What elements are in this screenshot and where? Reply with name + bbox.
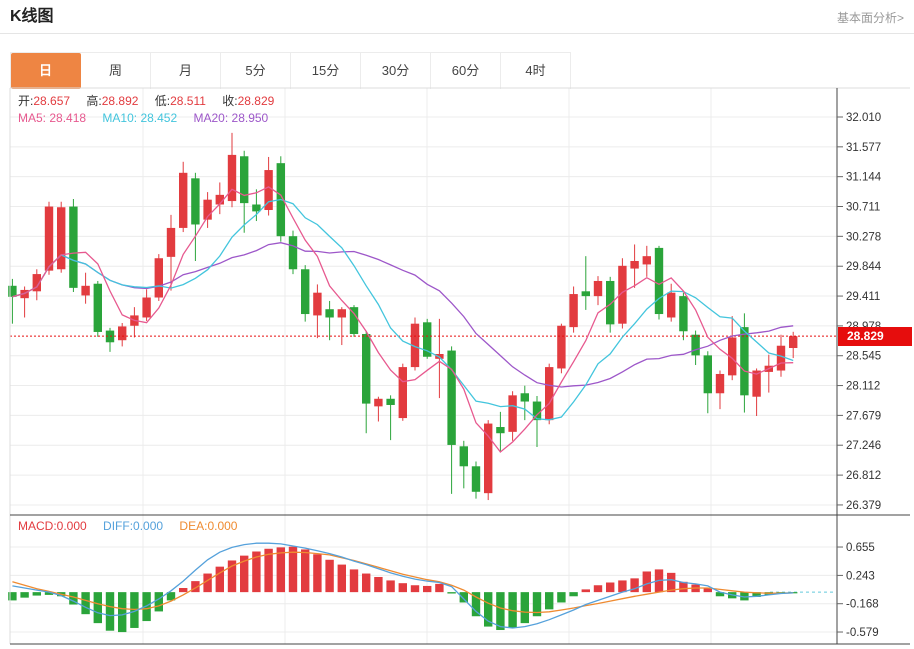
macd-label: MACD: [18, 519, 57, 533]
ma10-line [12, 198, 794, 421]
ma20-value: 28.950 [231, 111, 269, 125]
ma10-label: MA10: [102, 111, 138, 125]
high-label: 高: [86, 94, 102, 108]
svg-text:29.411: 29.411 [846, 291, 880, 303]
y-axis-labels: 32.010 31.577 31.144 30.711 30.278 29.844 29.4… [837, 112, 882, 639]
close-label: 收: [222, 94, 238, 108]
fundamental-analysis-link[interactable]: 基本面分析> [836, 11, 904, 25]
svg-text:29.844: 29.844 [846, 261, 882, 273]
svg-text:32.010: 32.010 [846, 112, 881, 124]
diff-line [12, 542, 794, 629]
svg-text:26.812: 26.812 [846, 470, 881, 482]
svg-text:27.679: 27.679 [846, 410, 881, 422]
ma20-line [12, 242, 794, 388]
svg-text:27.246: 27.246 [846, 440, 881, 452]
header-divider [0, 33, 914, 34]
diff-value: 0.000 [133, 519, 164, 533]
svg-text:-0.168: -0.168 [846, 599, 879, 611]
tab-日[interactable]: 日 [11, 53, 81, 89]
svg-text:0.655: 0.655 [846, 542, 875, 554]
svg-text:30.711: 30.711 [846, 201, 880, 213]
svg-text:28.545: 28.545 [846, 351, 881, 363]
dea-label: DEA: [179, 519, 208, 533]
period-tab-bar: 日周月 5分 15分 30分 60分 4时 [10, 52, 571, 89]
ma-legend: MA5: 28.418 MA10: 28.452 MA20: 28.950 [18, 111, 268, 126]
panel-borders [9, 87, 910, 645]
dea-line [12, 551, 794, 614]
svg-text:26.379: 26.379 [846, 500, 881, 512]
macd-value: 0.000 [56, 519, 87, 533]
open-label: 开: [18, 94, 34, 108]
page-title: K线图 [10, 8, 54, 25]
tab-周[interactable]: 周 [81, 53, 151, 89]
ma20-label: MA20: [193, 111, 229, 125]
svg-text:-0.579: -0.579 [846, 627, 879, 639]
high-value: 28.892 [101, 94, 139, 108]
ma5-label: MA5: [18, 111, 47, 125]
tab-4时[interactable]: 4时 [501, 53, 571, 89]
macd-legend: MACD:0.000 DIFF:0.000 DEA:0.000 [18, 519, 237, 534]
page-header: K线图 基本面分析> [10, 6, 904, 28]
ma5-line [12, 186, 794, 453]
svg-text:30.278: 30.278 [846, 231, 881, 243]
low-label: 低: [154, 94, 171, 108]
ma10-value: 28.452 [140, 111, 178, 125]
candles [8, 132, 798, 501]
close-value: 28.829 [237, 94, 275, 108]
svg-text:0.243: 0.243 [846, 570, 875, 582]
open-value: 28.657 [33, 94, 71, 108]
svg-text:31.577: 31.577 [846, 142, 881, 154]
tab-月[interactable]: 月 [151, 53, 221, 89]
current-price-badge: 28.829 [838, 327, 912, 346]
diff-label: DIFF: [103, 519, 134, 533]
tab-15分[interactable]: 15分 [291, 53, 361, 89]
svg-text:28.112: 28.112 [846, 381, 880, 393]
tab-60分[interactable]: 60分 [431, 53, 501, 89]
dea-value: 0.000 [207, 519, 238, 533]
tab-30分[interactable]: 30分 [361, 53, 431, 89]
ohlc-legend: 开:28.657 高:28.892 低:28.511 收:28.829 [18, 94, 274, 109]
low-value: 28.511 [170, 94, 206, 108]
tab-5分[interactable]: 5分 [221, 53, 291, 89]
svg-text:31.144: 31.144 [846, 172, 882, 184]
ma5-value: 28.418 [49, 111, 87, 125]
grid-lines [10, 88, 837, 644]
